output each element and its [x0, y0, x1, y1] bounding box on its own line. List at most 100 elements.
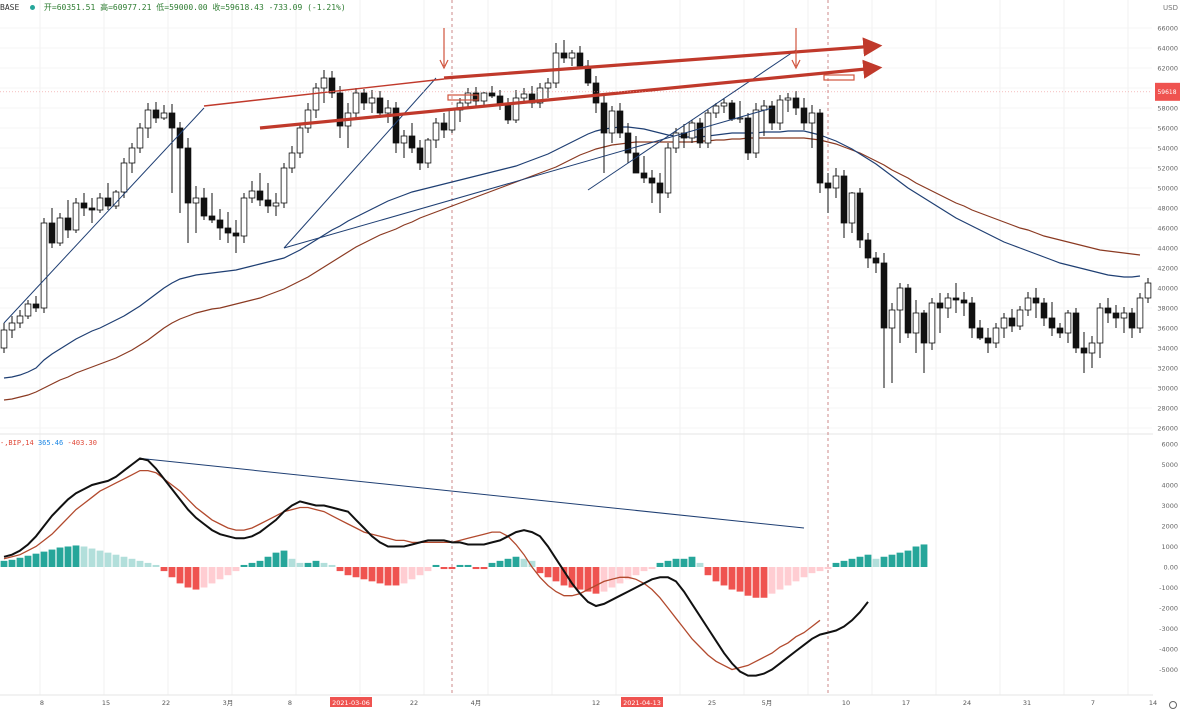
- macd-histogram-bar: [920, 544, 928, 567]
- candle-body: [872, 257, 880, 264]
- candle: [560, 40, 568, 63]
- gear-icon[interactable]: [1169, 701, 1177, 709]
- candle: [56, 213, 64, 246]
- time-tick-label: 14: [1149, 699, 1157, 707]
- candle-body: [928, 302, 936, 344]
- candle: [472, 87, 480, 108]
- macd-histogram-bar: [848, 558, 856, 567]
- candle: [864, 233, 872, 268]
- time-tick-label: 10: [842, 699, 850, 707]
- candle: [552, 43, 560, 88]
- symbol-legend: BASE 开=60351.51 高=60977.21 低=59000.00 收=…: [0, 2, 346, 13]
- macd-histogram-bar: [48, 549, 56, 567]
- macd-histogram-bar: [760, 567, 768, 598]
- macd-histogram-bar: [248, 562, 256, 567]
- time-tick-label: 7: [1091, 699, 1095, 707]
- time-tick-label: 24: [963, 699, 971, 707]
- candle: [1008, 309, 1016, 332]
- candle: [1064, 310, 1072, 343]
- macd-histogram-bar: [824, 567, 832, 570]
- candle-body: [1048, 317, 1056, 329]
- macd-histogram-bar: [872, 558, 880, 567]
- candle-body: [920, 312, 928, 344]
- macd-histogram-bar: [104, 552, 112, 567]
- candle: [960, 292, 968, 316]
- candle: [1144, 278, 1152, 303]
- candle: [32, 296, 40, 312]
- macd-histogram-bar: [312, 560, 320, 567]
- candle: [216, 209, 224, 240]
- macd-histogram-bar: [864, 554, 872, 567]
- macd-histogram-bar: [224, 567, 232, 576]
- candle-body: [656, 182, 664, 194]
- live-dot-icon: [30, 5, 36, 10]
- symbol-name: BASE: [0, 3, 20, 12]
- time-tick-label: 12: [592, 699, 600, 707]
- macd-histogram-bar: [264, 556, 272, 567]
- macd-histogram-bar: [72, 545, 80, 567]
- macd-histogram-bar: [400, 567, 408, 584]
- candle-body: [1136, 297, 1144, 329]
- ema-slow-line: [3, 137, 1141, 401]
- candle: [160, 105, 168, 120]
- macd-histogram-bar: [200, 567, 208, 588]
- macd-histogram-bar: [664, 560, 672, 567]
- macd-histogram-bar: [376, 567, 384, 584]
- candle: [568, 50, 576, 66]
- price-tick-label: 52000: [1157, 165, 1178, 173]
- candle-body: [904, 287, 912, 334]
- macd-histogram-bar: [256, 560, 264, 567]
- candle: [720, 98, 728, 113]
- candle: [656, 173, 664, 213]
- macd-histogram-bar: [656, 562, 664, 567]
- candle-body: [240, 197, 248, 237]
- candle: [536, 83, 544, 108]
- price-tick-label: 32000: [1157, 365, 1178, 373]
- candle-body: [1088, 342, 1096, 354]
- macd-histogram-bar: [192, 567, 200, 590]
- candle: [312, 83, 320, 118]
- candle-body: [24, 303, 32, 317]
- candle: [1072, 308, 1080, 353]
- candle-body: [432, 122, 440, 141]
- candle-body: [472, 92, 480, 102]
- macd-histogram-bar: [496, 560, 504, 567]
- candle-body: [272, 202, 280, 207]
- macd-tick-label: 4000: [1161, 482, 1178, 490]
- candle: [544, 78, 552, 98]
- macd-histogram-bar: [432, 564, 440, 567]
- candle: [384, 100, 392, 123]
- candle-body: [704, 112, 712, 144]
- candle-body: [408, 135, 416, 149]
- time-tick-label: 8: [40, 699, 44, 707]
- candle-body: [568, 52, 576, 59]
- candle: [768, 101, 776, 130]
- candle: [880, 253, 888, 388]
- candle-body: [64, 217, 72, 231]
- price-tick-label: 56000: [1157, 125, 1178, 133]
- macd-histogram-bar: [696, 562, 704, 567]
- candle: [832, 168, 840, 198]
- candle-body: [544, 82, 552, 89]
- candle-body: [576, 52, 584, 67]
- candle: [352, 88, 360, 118]
- macd-histogram-bar: [80, 546, 88, 567]
- time-tick-label: 17: [902, 699, 910, 707]
- macd-histogram-bar: [592, 567, 600, 594]
- candle-body: [400, 135, 408, 144]
- candle-body: [600, 102, 608, 134]
- candle: [1000, 313, 1008, 338]
- macd-tick-label: -4000: [1159, 646, 1178, 654]
- candle: [648, 170, 656, 203]
- candle-body: [376, 97, 384, 114]
- candle-body: [232, 232, 240, 237]
- macd-histogram-bar: [424, 567, 432, 572]
- candle-body: [632, 152, 640, 174]
- price-tick-label: 38000: [1157, 305, 1178, 313]
- candle: [224, 212, 232, 243]
- trend-line-left: [3, 107, 205, 324]
- candle: [464, 88, 472, 108]
- candle-body: [1144, 282, 1152, 299]
- candle: [328, 71, 336, 98]
